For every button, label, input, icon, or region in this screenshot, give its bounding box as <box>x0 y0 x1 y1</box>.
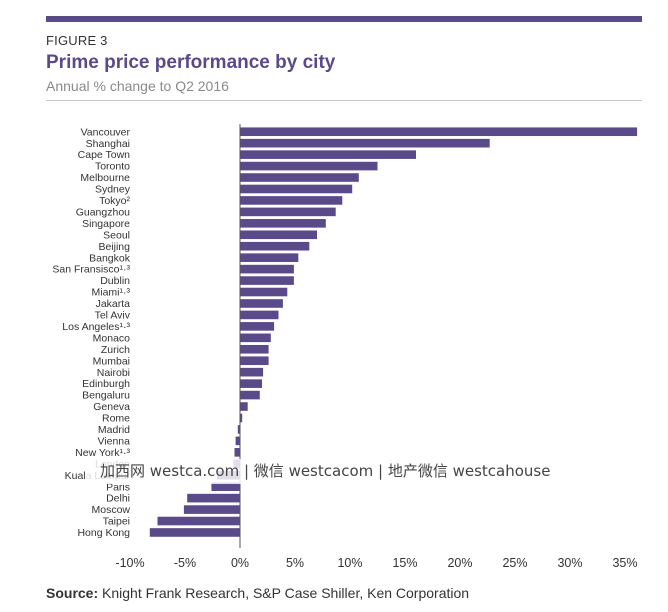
source-note: Source: Knight Frank Research, S&P Case … <box>46 585 469 601</box>
bar-12 <box>240 264 294 274</box>
bar-16 <box>240 310 279 320</box>
category-label: San Fransisco¹·³ <box>52 264 130 276</box>
bar-32 <box>187 493 240 503</box>
category-label: Jakarta <box>96 298 131 310</box>
category-label: Mumbai <box>93 355 130 367</box>
bar-3 <box>240 161 378 171</box>
bar-19 <box>240 344 269 354</box>
category-label: Bangkok <box>89 252 131 264</box>
bar-8 <box>240 219 326 228</box>
category-label: Beijing <box>98 241 130 253</box>
category-label: Miami¹·³ <box>92 287 131 299</box>
bar-31 <box>211 482 240 491</box>
bar-18 <box>240 333 271 343</box>
category-label: Moscow <box>91 504 130 516</box>
x-tick-label: -10% <box>115 556 144 570</box>
bar-26 <box>237 425 240 434</box>
bar-27 <box>235 436 240 446</box>
category-label: Hong Kong <box>77 527 130 539</box>
category-label: Seoul <box>103 229 130 241</box>
bar-4 <box>240 173 359 182</box>
x-tick-label: 35% <box>612 556 637 570</box>
bar-10 <box>240 241 310 251</box>
bar-24 <box>240 402 248 411</box>
divider <box>46 100 642 101</box>
source-text: Knight Frank Research, S&P Case Shiller,… <box>102 585 470 601</box>
top-rule <box>46 16 642 22</box>
category-label: Cape Town <box>78 149 131 161</box>
category-label: Tel Aviv <box>95 310 131 322</box>
x-tick-label: 15% <box>392 556 417 570</box>
category-label: Vancouver <box>81 126 131 138</box>
x-tick-label: 20% <box>447 556 472 570</box>
category-label: Edinburgh <box>82 378 130 390</box>
bar-17 <box>240 322 275 331</box>
category-label: Singapore <box>82 218 130 230</box>
bar-21 <box>240 367 264 377</box>
x-tick-label: 5% <box>286 556 304 570</box>
category-label: Dublin <box>100 275 130 287</box>
bar-7 <box>240 207 336 217</box>
tick-labels: -10% -5% 0% 5% 10% 15% 20% 25% 30% 35% <box>115 556 637 570</box>
category-label: Shanghai <box>86 138 130 150</box>
bar-5 <box>240 184 353 194</box>
x-tick-label: 10% <box>337 556 362 570</box>
bar-22 <box>240 379 262 388</box>
category-label: New York¹·³ <box>75 447 130 459</box>
bar-14 <box>240 287 288 297</box>
x-tick-label: 0% <box>231 556 249 570</box>
category-label: Nairobi <box>97 367 130 379</box>
category-label: Melbourne <box>80 172 130 184</box>
bar-15 <box>240 299 283 308</box>
category-label: Sydney <box>95 184 131 196</box>
bar-13 <box>240 276 294 285</box>
x-tick-label: -5% <box>174 556 196 570</box>
category-label: Bengaluru <box>82 390 130 402</box>
category-label: Toronto <box>95 161 130 173</box>
chart-subtitle: Annual % change to Q2 2016 <box>46 78 229 94</box>
bars-group <box>149 127 638 537</box>
category-label: Tokyo² <box>99 195 130 207</box>
category-label: Guangzhou <box>76 206 130 218</box>
bar-2 <box>240 150 416 159</box>
x-tick-label: 25% <box>502 556 527 570</box>
category-label: Rome <box>102 413 130 425</box>
bar-6 <box>240 196 343 205</box>
bar-34 <box>157 516 240 526</box>
x-tick-label: 30% <box>557 556 582 570</box>
bar-1 <box>240 138 490 148</box>
bar-25 <box>240 413 243 423</box>
bar-33 <box>183 505 240 514</box>
category-label: Vienna <box>97 435 130 447</box>
bar-20 <box>240 356 269 366</box>
category-label: Los Angeles¹·³ <box>62 321 130 333</box>
bar-9 <box>240 230 317 240</box>
chart-title: Prime price performance by city <box>46 52 336 73</box>
bar-11 <box>240 253 299 262</box>
bar-0 <box>240 127 638 137</box>
category-label: Geneva <box>93 401 130 413</box>
category-label: Taipei <box>103 516 130 528</box>
watermark-banner: 加西网 westca.com | 微信 westcacom | 地产微信 wes… <box>86 459 584 484</box>
source-label: Source: <box>46 585 99 601</box>
bar-35 <box>149 528 240 537</box>
figure-label: FIGURE 3 <box>46 33 108 48</box>
category-label: Monaco <box>93 332 131 344</box>
bar-23 <box>240 390 260 400</box>
category-label: Madrid <box>98 424 130 436</box>
category-label: Delhi <box>106 493 130 505</box>
bar-28 <box>234 448 240 457</box>
category-label: Zurich <box>101 344 130 356</box>
category-label: Paris <box>106 481 130 493</box>
